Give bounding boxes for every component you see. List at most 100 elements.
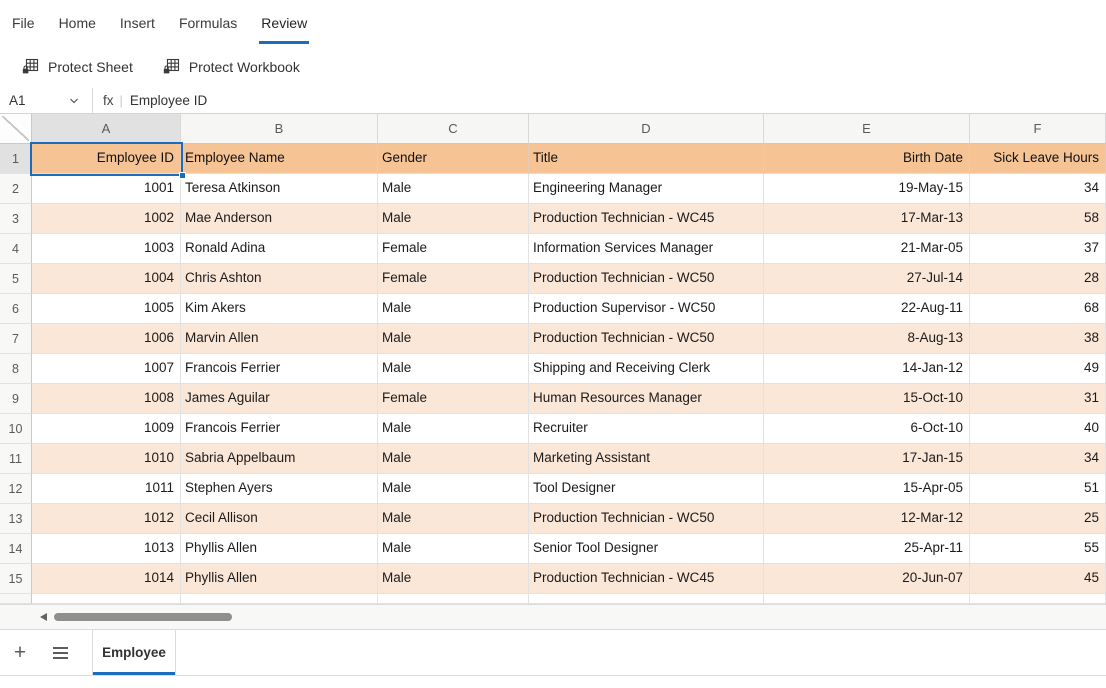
column-header-C[interactable]: C [378,114,529,144]
column-header-D[interactable]: D [529,114,764,144]
cell[interactable]: Teresa Atkinson [181,174,378,204]
row-header[interactable]: 10 [0,414,32,444]
cell[interactable]: Male [378,354,529,384]
cell[interactable]: Male [378,534,529,564]
row-header[interactable]: 6 [0,294,32,324]
row-header[interactable]: 4 [0,234,32,264]
add-sheet-button[interactable]: + [0,630,40,675]
cell[interactable]: 15-Apr-05 [764,474,970,504]
cell[interactable]: Phyllis Allen [181,534,378,564]
cell[interactable]: Mae Anderson [181,204,378,234]
cell[interactable]: Female [378,234,529,264]
cell[interactable]: Birth Date [764,144,970,174]
cell[interactable]: 8-Aug-13 [764,324,970,354]
formula-input[interactable]: Employee ID [129,93,208,108]
row-header[interactable]: 9 [0,384,32,414]
row-header[interactable]: 5 [0,264,32,294]
cell[interactable]: 1005 [32,294,181,324]
cell[interactable]: Male [378,504,529,534]
sheet-list-button[interactable] [40,630,80,675]
cell[interactable] [378,594,529,604]
cell[interactable]: 55 [970,534,1106,564]
ribbon-tab-formulas[interactable]: Formulas [178,14,238,31]
cell[interactable]: Chris Ashton [181,264,378,294]
cell[interactable]: Ronald Adina [181,234,378,264]
cell[interactable]: Stephen Ayers [181,474,378,504]
cell[interactable]: 22-Aug-11 [764,294,970,324]
cell[interactable]: Gender [378,144,529,174]
cell[interactable]: 19-May-15 [764,174,970,204]
name-box[interactable]: A1 [0,88,93,113]
column-header-F[interactable]: F [970,114,1106,144]
cell[interactable]: 1001 [32,174,181,204]
cell[interactable] [181,594,378,604]
ribbon-tab-insert[interactable]: Insert [119,14,155,31]
cell[interactable]: 25 [970,504,1106,534]
chevron-down-icon[interactable] [68,95,80,110]
column-header-B[interactable]: B [181,114,378,144]
cell[interactable]: Production Technician - WC50 [529,324,764,354]
fill-handle[interactable] [179,172,186,179]
cell[interactable]: Engineering Manager [529,174,764,204]
cell[interactable]: 15-Oct-10 [764,384,970,414]
cell[interactable]: Male [378,324,529,354]
cell[interactable]: Marvin Allen [181,324,378,354]
cell[interactable]: 45 [970,564,1106,594]
cell[interactable]: Sick Leave Hours [970,144,1106,174]
cell[interactable]: 20-Jun-07 [764,564,970,594]
cell[interactable]: Senior Tool Designer [529,534,764,564]
row-header[interactable] [0,594,32,604]
cell[interactable]: 17-Mar-13 [764,204,970,234]
cell[interactable]: James Aguilar [181,384,378,414]
cell[interactable]: 40 [970,414,1106,444]
cell[interactable]: Kim Akers [181,294,378,324]
cell[interactable]: 49 [970,354,1106,384]
cell[interactable]: 1007 [32,354,181,384]
row-header[interactable]: 14 [0,534,32,564]
cell[interactable]: Information Services Manager [529,234,764,264]
column-header-A[interactable]: A [32,114,181,144]
cell[interactable]: 1002 [32,204,181,234]
protect-sheet-button[interactable]: Protect Sheet [22,58,133,75]
select-all-corner[interactable] [0,114,32,144]
row-header[interactable]: 2 [0,174,32,204]
cell[interactable]: 28 [970,264,1106,294]
cell[interactable]: Production Technician - WC45 [529,204,764,234]
cell[interactable]: 1012 [32,504,181,534]
cell[interactable]: 25-Apr-11 [764,534,970,564]
cell[interactable]: Sabria Appelbaum [181,444,378,474]
cell[interactable]: Production Technician - WC50 [529,504,764,534]
cell[interactable]: 68 [970,294,1106,324]
cell[interactable]: Male [378,204,529,234]
cell[interactable]: Male [378,444,529,474]
cell[interactable] [529,594,764,604]
cell[interactable]: Male [378,294,529,324]
horizontal-scrollbar[interactable] [0,604,1106,629]
cell[interactable]: Tool Designer [529,474,764,504]
cell[interactable]: Production Technician - WC45 [529,564,764,594]
cell[interactable]: 38 [970,324,1106,354]
cell[interactable]: 37 [970,234,1106,264]
cell[interactable] [764,594,970,604]
cell[interactable]: 27-Jul-14 [764,264,970,294]
cell[interactable] [32,594,181,604]
cell[interactable]: Shipping and Receiving Clerk [529,354,764,384]
cell[interactable]: 58 [970,204,1106,234]
cell[interactable]: Human Resources Manager [529,384,764,414]
cell[interactable]: Male [378,564,529,594]
cell[interactable]: Employee ID [32,144,181,174]
cell[interactable]: 1008 [32,384,181,414]
column-header-E[interactable]: E [764,114,970,144]
cell[interactable] [970,594,1106,604]
cell[interactable]: Female [378,384,529,414]
scroll-left-icon[interactable] [40,613,47,621]
cell[interactable]: Production Supervisor - WC50 [529,294,764,324]
cell[interactable]: 21-Mar-05 [764,234,970,264]
cell[interactable]: 17-Jan-15 [764,444,970,474]
cell[interactable]: 1013 [32,534,181,564]
ribbon-tab-file[interactable]: File [12,14,35,31]
cell[interactable]: 1009 [32,414,181,444]
cell[interactable]: 51 [970,474,1106,504]
cell[interactable]: 14-Jan-12 [764,354,970,384]
cell[interactable]: Francois Ferrier [181,414,378,444]
